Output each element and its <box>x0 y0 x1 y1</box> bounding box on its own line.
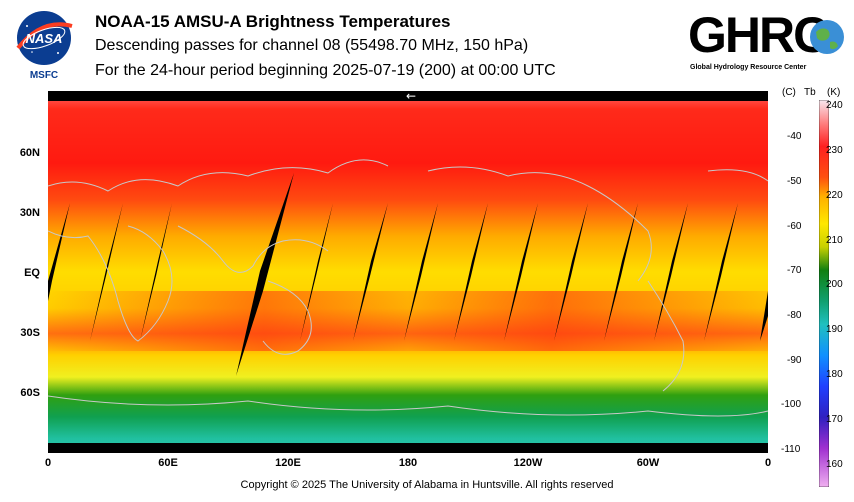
lat-label-60n: 60N <box>19 147 40 159</box>
colorbar-c-label: -70 <box>787 265 802 276</box>
lat-label-60s: 60S <box>20 387 40 399</box>
lon-label-0: 0 <box>44 457 52 469</box>
chart-period: For the 24-hour period beginning 2025-07… <box>95 62 556 79</box>
ghrc-subtext: Global Hydrology Resource Center <box>690 64 807 71</box>
copyright-footer: Copyright © 2025 The University of Alaba… <box>240 479 614 491</box>
colorbar-c-label: -100 <box>781 399 802 410</box>
colorbar-c-label: -80 <box>787 310 802 321</box>
ghrc-logo: GHRC Global Hydrology Resource Center <box>688 7 848 76</box>
colorbar-k-label: 210 <box>826 235 843 246</box>
lon-label-0-right: 0 <box>764 457 772 469</box>
colorbar-header-k: (K) <box>827 87 841 98</box>
chart-subtitle: Descending passes for channel 08 (55498.… <box>95 37 529 54</box>
colorbar-c-label: -50 <box>787 176 802 187</box>
chart-title: NOAA-15 AMSU-A Brightness Temperatures <box>95 12 451 31</box>
lon-label-120e: 120E <box>275 457 301 469</box>
lat-label-30n: 30N <box>19 207 40 219</box>
coastlines <box>48 159 768 417</box>
nasa-logo: NASA MSFC <box>12 8 76 82</box>
colorbar-k-label: 200 <box>826 279 843 290</box>
lat-label-eq: EQ <box>24 267 40 279</box>
colorbar-k-label: 240 <box>826 100 843 111</box>
colorbar-c-label: -40 <box>787 131 802 142</box>
colorbar-k-label: 220 <box>826 190 843 201</box>
colorbar-c-label: -60 <box>787 221 802 232</box>
msfc-label: MSFC <box>29 70 59 81</box>
orbit-gaps <box>48 173 768 376</box>
brightness-temperature-map: ← <box>48 91 768 453</box>
colorbar-k-label: 160 <box>826 459 843 470</box>
colorbar-header-c: (C) <box>782 87 796 98</box>
lat-label-30s: 30S <box>20 327 40 339</box>
colorbar-k-label: 180 <box>826 369 843 380</box>
colorbar-header-tb: Tb <box>804 87 816 98</box>
orbit-direction-arrow-icon: ← <box>406 91 416 103</box>
lon-label-60e: 60E <box>158 457 178 469</box>
colorbar-k-label: 230 <box>826 145 843 156</box>
colorbar-c-label: -110 <box>781 444 801 455</box>
lon-label-60w: 60W <box>636 457 660 469</box>
colorbar-c-label: -90 <box>787 355 802 366</box>
colorbar-k-label: 170 <box>826 414 843 425</box>
lon-label-120w: 120W <box>513 457 543 469</box>
colorbar-k-label: 190 <box>826 324 843 335</box>
colorbar <box>819 100 829 487</box>
nasa-meatball-icon <box>16 11 73 65</box>
nasa-logo-text: NASA <box>25 31 63 46</box>
ghrc-logo-text: GHRC <box>688 7 829 63</box>
lon-label-180: 180 <box>398 457 418 469</box>
globe-icon <box>810 20 844 54</box>
